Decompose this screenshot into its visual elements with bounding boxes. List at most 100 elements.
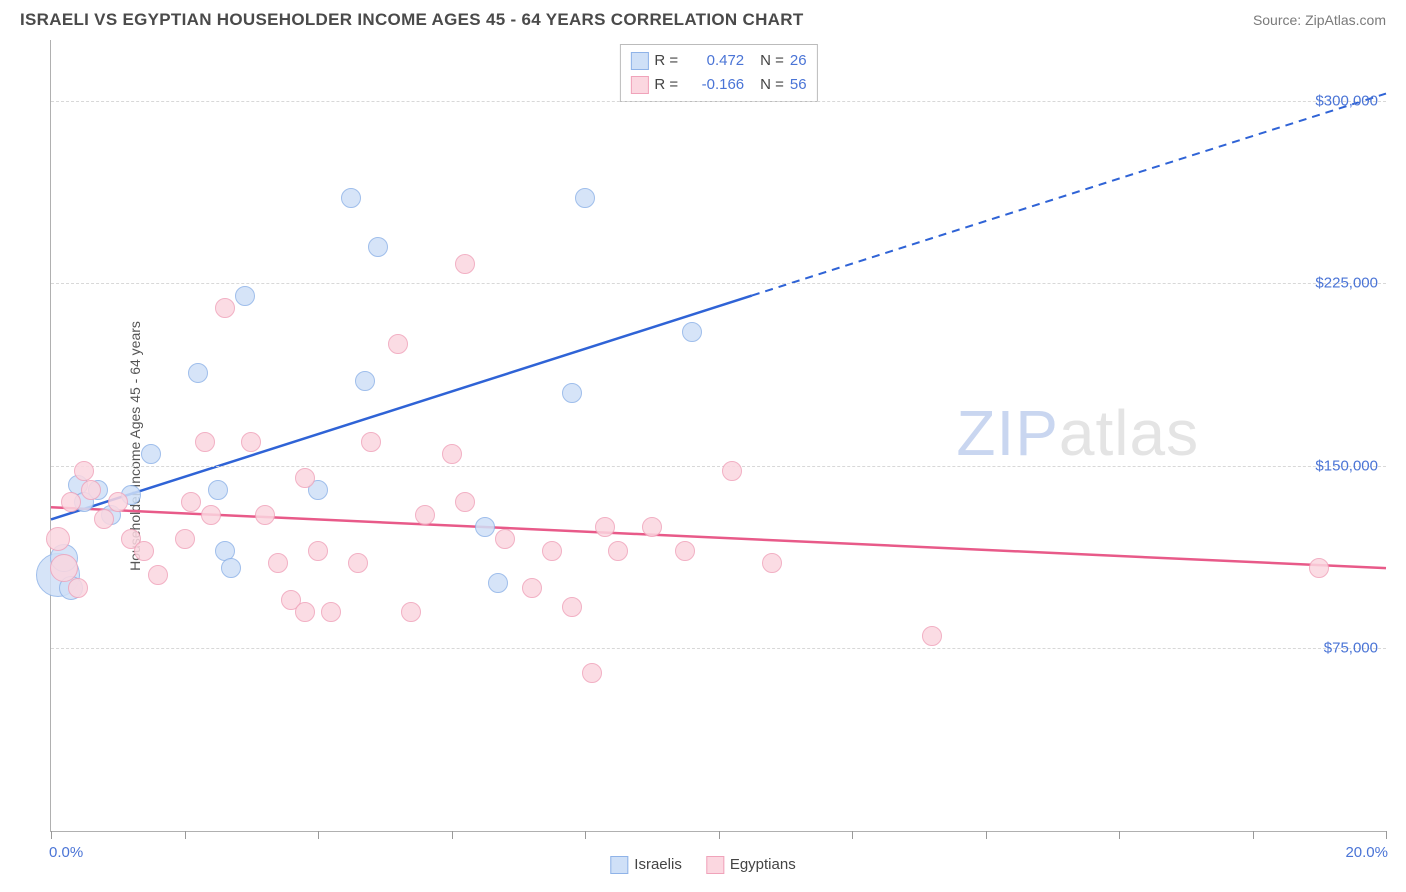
x-tick [1386, 831, 1387, 839]
data-point [94, 509, 114, 529]
data-point [308, 541, 328, 561]
data-point [208, 480, 228, 500]
legend-r-value: 0.472 [684, 49, 744, 73]
data-point [134, 541, 154, 561]
x-tick [852, 831, 853, 839]
data-point [195, 432, 215, 452]
data-point [1309, 558, 1329, 578]
data-point [355, 371, 375, 391]
data-point [642, 517, 662, 537]
legend-n-value: 56 [790, 73, 807, 97]
data-point [141, 444, 161, 464]
legend-r-label: R = [654, 73, 678, 97]
correlation-legend: R =0.472 N =26 R =-0.166 N =56 [619, 44, 817, 102]
data-point [46, 527, 70, 551]
data-point [61, 492, 81, 512]
series-legend: Israelis Egyptians [610, 856, 795, 874]
data-point [215, 298, 235, 318]
data-point [682, 322, 702, 342]
data-point [542, 541, 562, 561]
data-point [442, 444, 462, 464]
data-point [181, 492, 201, 512]
series-legend-item: Egyptians [706, 856, 796, 874]
data-point [455, 492, 475, 512]
x-axis-min-label: 0.0% [49, 844, 83, 861]
data-point [321, 602, 341, 622]
data-point [74, 461, 94, 481]
data-point [575, 188, 595, 208]
y-tick-label: $225,000 [1315, 275, 1378, 292]
data-point [388, 334, 408, 354]
gridline [51, 648, 1386, 649]
data-point [241, 432, 261, 452]
x-tick [585, 831, 586, 839]
x-tick [1119, 831, 1120, 839]
gridline [51, 466, 1386, 467]
data-point [562, 597, 582, 617]
data-point [175, 529, 195, 549]
gridline [51, 101, 1386, 102]
data-point [221, 558, 241, 578]
data-point [188, 363, 208, 383]
data-point [922, 626, 942, 646]
legend-n-value: 26 [790, 49, 807, 73]
x-tick [452, 831, 453, 839]
x-tick [986, 831, 987, 839]
y-tick-label: $75,000 [1324, 640, 1378, 657]
legend-n-label: N = [760, 49, 784, 73]
data-point [68, 578, 88, 598]
data-point [255, 505, 275, 525]
chart-header: ISRAELI VS EGYPTIAN HOUSEHOLDER INCOME A… [0, 0, 1406, 36]
x-axis-max-label: 20.0% [1345, 844, 1388, 861]
trend-line [51, 507, 1386, 568]
data-point [562, 383, 582, 403]
data-point [268, 553, 288, 573]
legend-swatch [630, 52, 648, 70]
series-legend-item: Israelis [610, 856, 682, 874]
correlation-legend-row: R =0.472 N =26 [630, 49, 806, 73]
data-point [295, 602, 315, 622]
data-point [488, 573, 508, 593]
data-point [81, 480, 101, 500]
x-tick [719, 831, 720, 839]
data-point [295, 468, 315, 488]
data-point [495, 529, 515, 549]
gridline [51, 283, 1386, 284]
data-point [401, 602, 421, 622]
data-point [348, 553, 368, 573]
legend-n-label: N = [760, 73, 784, 97]
chart-plot-area: ZIPatlas R =0.472N =26R =-0.166N =56 0.0… [50, 40, 1386, 832]
data-point [582, 663, 602, 683]
data-point [148, 565, 168, 585]
chart-source: Source: ZipAtlas.com [1253, 12, 1386, 28]
data-point [675, 541, 695, 561]
data-point [201, 505, 221, 525]
data-point [522, 578, 542, 598]
data-point [415, 505, 435, 525]
x-tick [185, 831, 186, 839]
data-point [475, 517, 495, 537]
data-point [368, 237, 388, 257]
legend-r-value: -0.166 [684, 73, 744, 97]
legend-swatch [610, 856, 628, 874]
x-tick [318, 831, 319, 839]
legend-swatch [630, 76, 648, 94]
data-point [108, 492, 128, 512]
chart-title: ISRAELI VS EGYPTIAN HOUSEHOLDER INCOME A… [20, 10, 804, 30]
trend-line [51, 296, 752, 520]
y-tick-label: $300,000 [1315, 92, 1378, 109]
data-point [722, 461, 742, 481]
data-point [595, 517, 615, 537]
data-point [235, 286, 255, 306]
data-point [762, 553, 782, 573]
data-point [341, 188, 361, 208]
legend-r-label: R = [654, 49, 678, 73]
legend-swatch [706, 856, 724, 874]
data-point [608, 541, 628, 561]
data-point [455, 254, 475, 274]
trend-line-dashed [752, 94, 1386, 296]
x-tick [1253, 831, 1254, 839]
data-point [361, 432, 381, 452]
y-tick-label: $150,000 [1315, 457, 1378, 474]
correlation-legend-row: R =-0.166 N =56 [630, 73, 806, 97]
